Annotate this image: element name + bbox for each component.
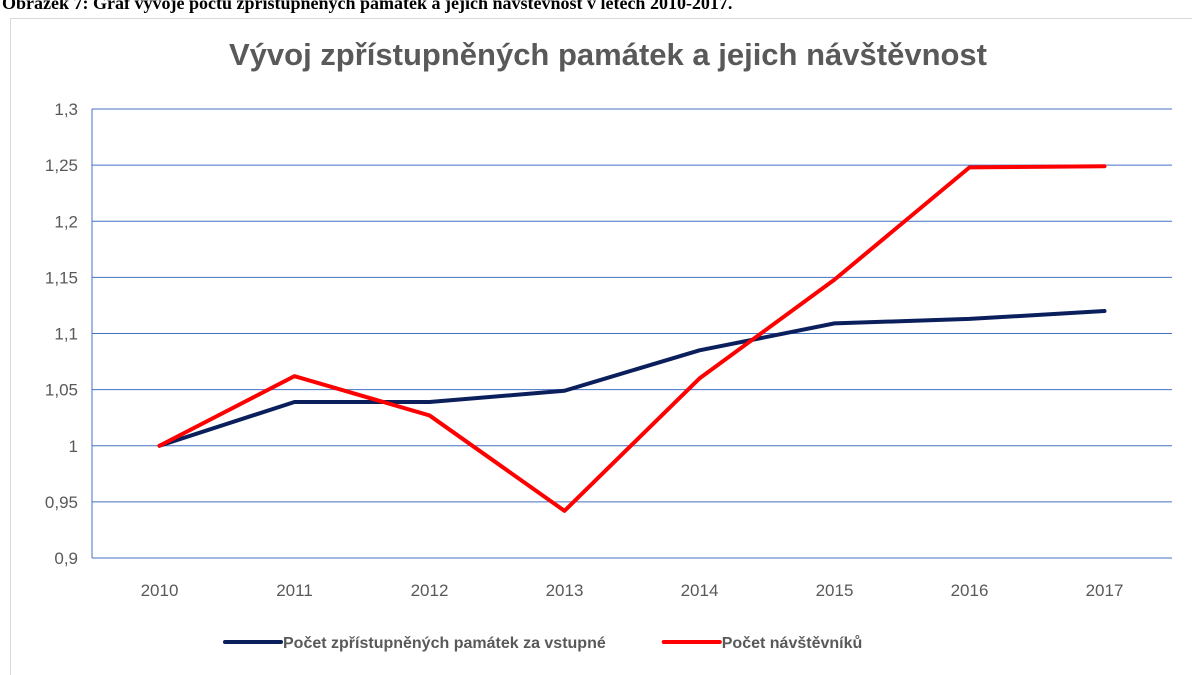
chart-frame (10, 18, 1192, 675)
x-tick-label: 2013 (546, 581, 584, 600)
series-line (157, 164, 1107, 513)
caption: Obrázek 7: Graf vývoje počtu zpřístupněn… (2, 0, 732, 13)
y-tick-label: 1,15 (45, 268, 78, 287)
legend-label: Počet zpřístupněných památek za vstupné (283, 635, 606, 652)
y-tick-label: 1 (69, 437, 78, 456)
legend-label: Počet návštěvníků (722, 635, 863, 652)
y-tick-label: 0,9 (54, 549, 78, 568)
x-tick-label: 2015 (816, 581, 854, 600)
x-tick-label: 2016 (951, 581, 989, 600)
y-tick-label: 1,25 (45, 156, 78, 175)
x-tick-label: 2010 (141, 581, 179, 600)
y-tick-label: 0,95 (45, 493, 78, 512)
chart-title: Vývoj zpřístupněných památek a jejich ná… (229, 37, 987, 72)
y-tick-label: 1,1 (54, 325, 78, 344)
y-tick-label: 1,2 (54, 212, 78, 231)
x-tick-label: 2012 (411, 581, 449, 600)
series-line (157, 309, 1107, 448)
x-tick-label: 2017 (1086, 581, 1124, 600)
x-tick-label: 2014 (681, 581, 719, 600)
y-tick-label: 1,05 (45, 381, 78, 400)
x-tick-label: 2011 (276, 581, 313, 600)
y-tick-label: 1,3 (54, 100, 78, 119)
